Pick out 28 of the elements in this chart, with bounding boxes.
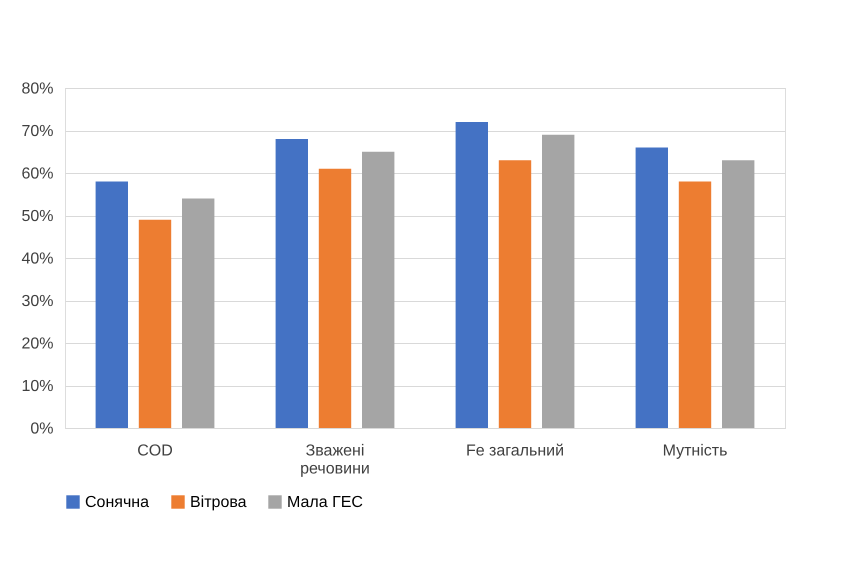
y-tick-label: 50% <box>21 208 54 225</box>
bar <box>542 134 574 428</box>
bar <box>456 122 488 428</box>
legend-label: Мала ГЕС <box>287 494 363 511</box>
bar <box>678 182 712 428</box>
bar <box>96 182 128 428</box>
legend-label: Вітрова <box>190 494 247 511</box>
y-tick-label: 70% <box>21 123 54 140</box>
y-tick-label: 10% <box>21 378 54 395</box>
bar <box>276 139 308 428</box>
y-tick-label: 30% <box>21 293 54 310</box>
y-tick-label: 0% <box>30 420 54 438</box>
legend-label: Сонячна <box>85 494 150 511</box>
x-tick-label: Fe загальний <box>466 442 564 460</box>
bar <box>182 198 214 428</box>
y-tick-label: 80% <box>21 80 54 98</box>
bar <box>498 160 532 428</box>
x-tick-label: Мутність <box>662 442 728 460</box>
x-tick-label: COD <box>137 442 173 460</box>
bar <box>138 220 172 428</box>
y-tick-label: 40% <box>21 250 54 268</box>
bar <box>636 148 668 428</box>
bar <box>318 168 352 428</box>
y-tick-label: 60% <box>21 166 54 182</box>
x-tick-label: Зважені речовини <box>300 442 370 478</box>
bar <box>722 160 754 428</box>
y-tick-label: 20% <box>21 336 54 352</box>
bar <box>362 152 394 428</box>
